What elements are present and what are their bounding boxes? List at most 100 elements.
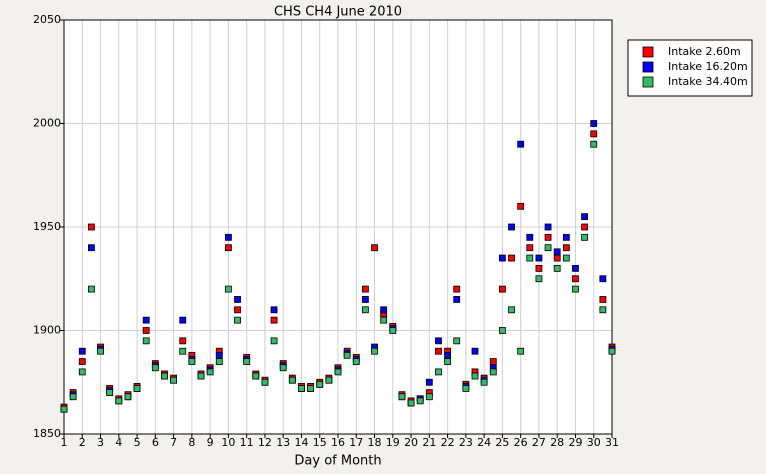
data-point (316, 380, 324, 388)
data-point (572, 275, 579, 283)
data-point (581, 233, 588, 241)
x-tick-label: 31 (605, 436, 619, 449)
x-tick-label: 28 (550, 436, 564, 449)
data-point (462, 385, 470, 392)
data-point (380, 306, 388, 314)
x-tick-label: 10 (221, 436, 235, 449)
data-point (562, 244, 570, 252)
data-point (471, 347, 479, 355)
data-point (544, 244, 552, 252)
data-point (389, 327, 397, 334)
data-point (517, 140, 525, 148)
data-point (151, 364, 159, 372)
x-tick-label: 13 (276, 436, 290, 449)
data-point (508, 254, 515, 262)
x-tick-label: 11 (240, 436, 254, 449)
x-tick-label: 7 (170, 436, 177, 449)
data-point (234, 306, 241, 314)
data-point (188, 358, 196, 365)
x-tick-label: 23 (459, 436, 473, 449)
data-point (489, 358, 497, 365)
data-point (88, 285, 95, 293)
data-point (361, 306, 369, 314)
data-point (261, 378, 269, 386)
data-point (444, 358, 452, 365)
data-point (599, 296, 607, 303)
data-point (78, 368, 86, 376)
data-point (234, 296, 241, 303)
data-point (371, 347, 378, 355)
data-point (179, 337, 187, 345)
data-point (78, 347, 86, 355)
x-tick-label: 26 (514, 436, 528, 449)
data-point (270, 306, 278, 314)
data-point (508, 223, 515, 231)
data-point (508, 306, 515, 314)
data-point (480, 378, 488, 386)
x-tick-label: 18 (368, 436, 382, 449)
x-tick-label: 2 (79, 436, 86, 449)
data-point (471, 372, 479, 380)
data-point (581, 223, 588, 231)
data-point (544, 233, 552, 241)
data-point (435, 347, 442, 355)
data-point (425, 393, 433, 401)
data-point (517, 347, 525, 355)
data-point (435, 337, 442, 345)
data-point (526, 233, 534, 241)
data-point (553, 248, 561, 256)
data-point (535, 264, 543, 272)
legend-label: Intake 16.20m (668, 60, 748, 73)
data-point (170, 376, 178, 384)
data-point (553, 254, 561, 262)
x-tick-label: 25 (495, 436, 509, 449)
x-tick-label: 19 (386, 436, 400, 449)
x-tick-label: 17 (349, 436, 363, 449)
data-point (371, 244, 378, 252)
x-tick-label: 16 (331, 436, 345, 449)
y-tick-label: 2050 (33, 13, 61, 26)
data-point (115, 397, 123, 405)
data-point (142, 337, 150, 345)
data-point (425, 378, 433, 386)
data-point (142, 316, 150, 324)
data-point (124, 393, 132, 401)
x-tick-label: 24 (477, 436, 491, 449)
data-point (215, 351, 223, 359)
data-point (78, 358, 86, 365)
x-tick-label: 3 (97, 436, 104, 449)
data-point (453, 337, 461, 345)
data-point (562, 233, 570, 241)
data-point (224, 285, 232, 293)
data-point (279, 364, 287, 372)
legend-marker (642, 46, 654, 58)
data-point (608, 347, 616, 355)
data-point (517, 202, 525, 210)
y-tick-label: 1900 (33, 324, 61, 337)
data-point (361, 296, 369, 303)
y-tick-label: 1950 (33, 220, 61, 233)
data-point (69, 393, 77, 401)
data-point (343, 351, 351, 359)
data-point (88, 244, 95, 252)
data-point (60, 405, 68, 413)
x-tick-label: 22 (441, 436, 455, 449)
data-point (453, 296, 461, 303)
data-point (581, 213, 588, 221)
x-tick-label: 12 (258, 436, 272, 449)
legend-label: Intake 34.40m (668, 75, 748, 88)
data-point (435, 368, 442, 376)
legend-marker (642, 61, 654, 73)
x-tick-label: 20 (404, 436, 418, 449)
data-point (498, 285, 506, 293)
data-point (206, 368, 214, 376)
x-tick-label: 9 (207, 436, 214, 449)
data-point (179, 316, 187, 324)
data-point (535, 254, 543, 262)
data-point (307, 385, 315, 392)
x-tick-label: 27 (532, 436, 546, 449)
data-point (416, 397, 424, 405)
x-tick-label: 14 (294, 436, 308, 449)
data-point (197, 372, 205, 380)
data-point (398, 393, 406, 401)
